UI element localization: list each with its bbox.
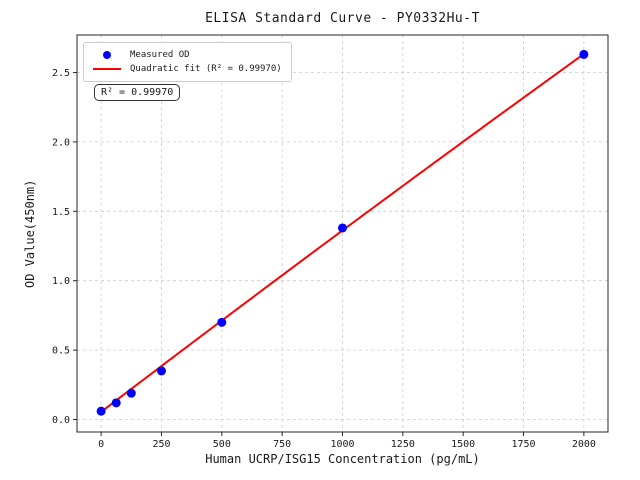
legend: Measured OD Quadratic fit (R² = 0.99970) [83, 42, 292, 82]
legend-item-measured-od: Measured OD [92, 48, 282, 62]
x-tick-label: 750 [273, 439, 291, 450]
data-point [338, 223, 347, 233]
y-tick-label: 1.0 [52, 276, 70, 287]
y-tick-label: 2.0 [52, 137, 70, 148]
data-point [579, 49, 589, 59]
legend-label-quadratic-fit: Quadratic fit (R² = 0.99970) [130, 64, 282, 74]
y-tick-label: 0.0 [52, 415, 70, 426]
y-tick-label: 2.5 [52, 68, 70, 79]
x-axis-label: Human UCRP/ISG15 Concentration (pg/mL) [205, 452, 480, 466]
data-point [126, 388, 136, 398]
data-point [111, 398, 121, 408]
chart-title: ELISA Standard Curve - PY0332Hu-T [205, 11, 480, 26]
x-tick-label: 0 [98, 439, 104, 450]
y-tick-label: 0.5 [52, 346, 70, 357]
legend-marker-cell [92, 51, 122, 59]
y-tick-label: 1.5 [52, 207, 70, 218]
legend-label-measured-od: Measured OD [130, 50, 190, 60]
x-tick-label: 1000 [330, 439, 354, 450]
legend-item-quadratic-fit: Quadratic fit (R² = 0.99970) [92, 62, 282, 76]
x-tick-label: 1250 [391, 439, 415, 450]
x-tick-label: 1750 [511, 439, 535, 450]
line-marker-icon [93, 67, 121, 71]
legend-marker-cell [92, 67, 122, 71]
r-squared-annotation: R² = 0.99970 [94, 84, 181, 101]
data-point [96, 406, 106, 416]
scatter-marker-icon [103, 51, 111, 59]
data-point [156, 366, 166, 376]
x-tick-label: 1500 [451, 439, 475, 450]
x-tick-label: 250 [152, 439, 170, 450]
data-point [217, 317, 227, 327]
x-tick-label: 500 [213, 439, 231, 450]
x-tick-label: 2000 [572, 439, 596, 450]
